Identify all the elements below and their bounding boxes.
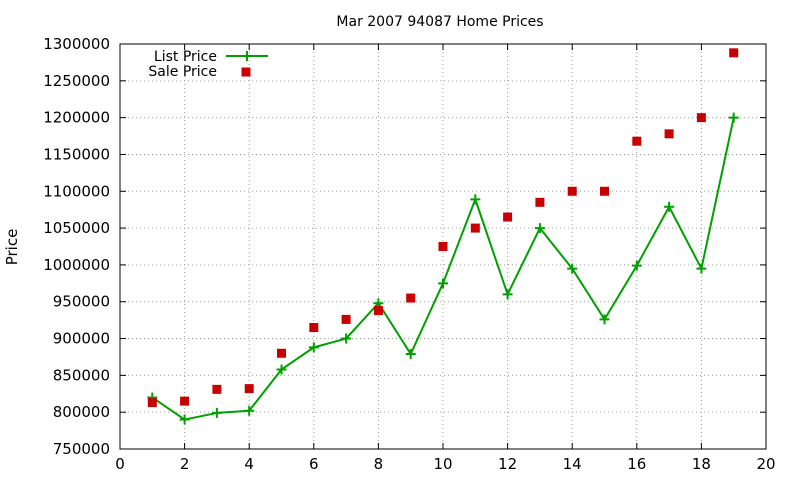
series-sale-price xyxy=(147,48,739,408)
sale-price-point xyxy=(373,306,383,316)
sale-price-point xyxy=(600,186,609,196)
y-tick-label: 1250000 xyxy=(43,72,110,90)
list-price-point xyxy=(179,414,190,425)
list-price-point xyxy=(664,201,675,212)
sale-price-point xyxy=(244,384,254,394)
legend-label-list-price: List Price xyxy=(154,49,217,65)
sale-price-point xyxy=(470,223,480,233)
x-tick-label: 0 xyxy=(115,455,125,473)
y-tick-label: 900000 xyxy=(53,330,110,348)
y-axis-label: Price xyxy=(3,229,21,266)
y-tick-label: 1050000 xyxy=(43,219,110,237)
sale-price-point xyxy=(406,293,416,303)
sale-price-point xyxy=(729,48,739,58)
sale-price-point xyxy=(503,212,513,222)
y-tick-label: 850000 xyxy=(53,366,110,384)
y-tick-label: 1200000 xyxy=(43,109,110,127)
sale-price-point xyxy=(180,396,190,406)
sale-price-point xyxy=(535,197,545,207)
legend: List Price Sale Price xyxy=(148,49,268,80)
x-tick-label: 12 xyxy=(498,455,517,473)
sale-price-point xyxy=(212,384,222,394)
list-price-point xyxy=(211,407,222,418)
sale-price-point xyxy=(664,129,674,139)
sale-price-point xyxy=(277,348,286,358)
series-list-price xyxy=(147,112,739,425)
list-price-point xyxy=(631,260,642,271)
list-price-point xyxy=(599,314,610,325)
list-price-point xyxy=(502,289,513,300)
y-tick-label: 750000 xyxy=(53,440,110,458)
y-tick-label: 1150000 xyxy=(43,145,110,163)
sale-price-point xyxy=(341,314,351,324)
axis-ticks: 0 2 4 6 8 10 12 14 16 18 20 750000 800000 850000 90000… xyxy=(43,35,775,473)
list-price-point xyxy=(405,349,416,360)
x-tick-label: 6 xyxy=(309,455,319,473)
sale-price-point xyxy=(696,113,706,123)
series xyxy=(147,48,739,425)
list-price-point xyxy=(244,405,255,416)
y-tick-label: 1100000 xyxy=(43,182,110,200)
list-price-point xyxy=(696,263,707,274)
list-price-point xyxy=(308,342,319,353)
x-tick-label: 10 xyxy=(433,455,452,473)
legend-label-sale-price: Sale Price xyxy=(148,64,217,80)
x-tick-label: 18 xyxy=(692,455,711,473)
sale-price-point xyxy=(438,242,448,251)
x-tick-label: 20 xyxy=(756,455,775,473)
chart-title: Mar 2007 94087 Home Prices xyxy=(336,14,543,30)
list-price-point xyxy=(534,223,545,234)
list-price-point xyxy=(438,278,448,289)
x-tick-label: 2 xyxy=(180,455,190,473)
sale-price-point xyxy=(309,323,319,332)
list-price-point xyxy=(567,263,578,274)
sale-price-point xyxy=(567,186,577,196)
y-tick-label: 1300000 xyxy=(43,35,110,53)
y-tick-label: 950000 xyxy=(53,293,110,311)
sale-price-point xyxy=(632,136,642,146)
legend-marker-sale-price xyxy=(241,67,251,77)
y-tick-label: 800000 xyxy=(53,403,110,421)
sale-price-point xyxy=(147,398,157,408)
legend-marker-list-price xyxy=(242,51,252,61)
x-tick-label: 4 xyxy=(244,455,254,473)
y-tick-label: 1000000 xyxy=(43,256,110,274)
list-price-point xyxy=(470,194,481,205)
x-tick-label: 16 xyxy=(627,455,646,473)
list-price-point xyxy=(728,112,739,123)
x-tick-label: 8 xyxy=(374,455,384,473)
list-price-point xyxy=(276,364,287,375)
list-price-point xyxy=(341,333,352,344)
x-tick-label: 14 xyxy=(563,455,582,473)
